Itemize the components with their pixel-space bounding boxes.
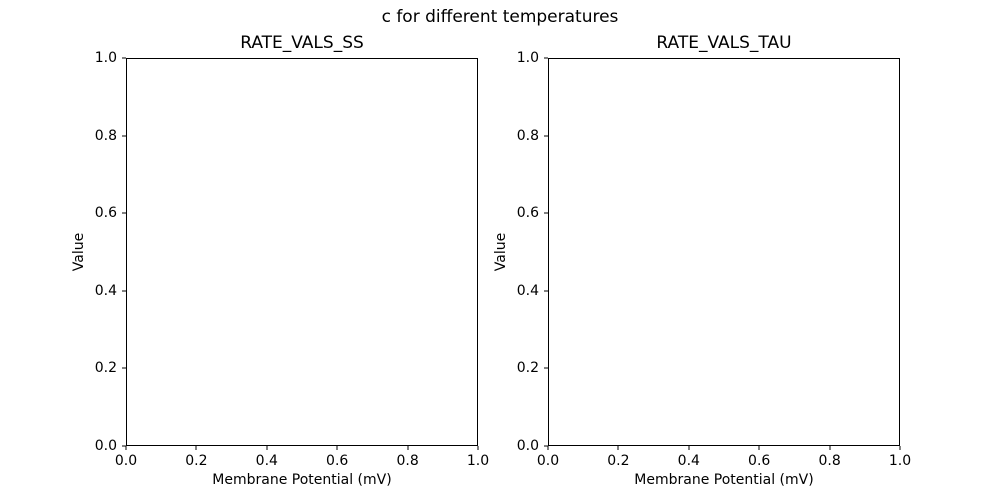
- x-axis-label: Membrane Potential (mV): [212, 472, 392, 488]
- subplot-rate-vals-tau: RATE_VALS_TAU 0.0 0.2 0.4 0.6 0.8 1.0 0.0 0.2 0…: [493, 33, 911, 488]
- y-tick-label: 0.2: [516, 360, 539, 377]
- x-tick-label: 0.8: [396, 453, 419, 469]
- y-tick-label: 0.4: [516, 282, 539, 299]
- x-tick-label: 1.0: [888, 453, 912, 469]
- x-tick-label: 0.4: [255, 453, 278, 469]
- x-tick-mark: [758, 446, 760, 450]
- plot-area: [126, 58, 478, 446]
- y-tick-label: 1.0: [516, 50, 539, 66]
- y-tick-label: 0.8: [94, 127, 117, 144]
- x-axis-label: Membrane Potential (mV): [634, 472, 814, 488]
- y-tick-label: 0.6: [516, 205, 539, 222]
- x-tick-label: 0.6: [748, 453, 771, 469]
- x-tick-mark: [266, 446, 268, 450]
- y-tick-label: 1.0: [94, 50, 117, 66]
- x-tick-mark: [125, 446, 127, 450]
- x-tick-label: 0.2: [185, 453, 208, 469]
- axes-title: RATE_VALS_TAU: [656, 33, 792, 53]
- x-tick-label: 0.8: [818, 453, 841, 469]
- x-tick-mark: [407, 446, 409, 450]
- x-tick-mark: [195, 446, 197, 450]
- x-tick-label: 0.6: [326, 453, 349, 469]
- x-tick-label: 0.2: [607, 453, 630, 469]
- x-tick-mark: [617, 446, 619, 450]
- x-tick-mark: [688, 446, 690, 450]
- y-tick-label: 0.2: [94, 360, 117, 377]
- x-tick-mark: [477, 446, 479, 450]
- y-tick-label: 0.4: [94, 282, 117, 299]
- x-tick-label: 1.0: [466, 453, 490, 469]
- subplot-rate-vals-ss: RATE_VALS_SS 0.0 0.2 0.4 0.6 0.8 1.0 0.0 0.2 0.…: [71, 33, 489, 488]
- y-tick-label: 0.0: [516, 438, 539, 454]
- x-tick-label: 0.4: [677, 453, 700, 469]
- x-tick-label: 0.0: [536, 453, 560, 469]
- x-tick-mark: [899, 446, 901, 450]
- y-axis-label: Value: [71, 232, 87, 272]
- y-tick-label: 0.0: [94, 438, 117, 454]
- y-tick-label: 0.8: [516, 127, 539, 144]
- y-tick-label: 0.6: [94, 205, 117, 222]
- x-tick-mark: [336, 446, 338, 450]
- axes-title: RATE_VALS_SS: [240, 33, 364, 53]
- x-tick-label: 0.0: [114, 453, 138, 469]
- y-axis-label: Value: [493, 232, 509, 272]
- x-tick-mark: [829, 446, 831, 450]
- figure-title: c for different temperatures: [381, 7, 619, 27]
- plot-area: [548, 58, 900, 446]
- x-tick-mark: [547, 446, 549, 450]
